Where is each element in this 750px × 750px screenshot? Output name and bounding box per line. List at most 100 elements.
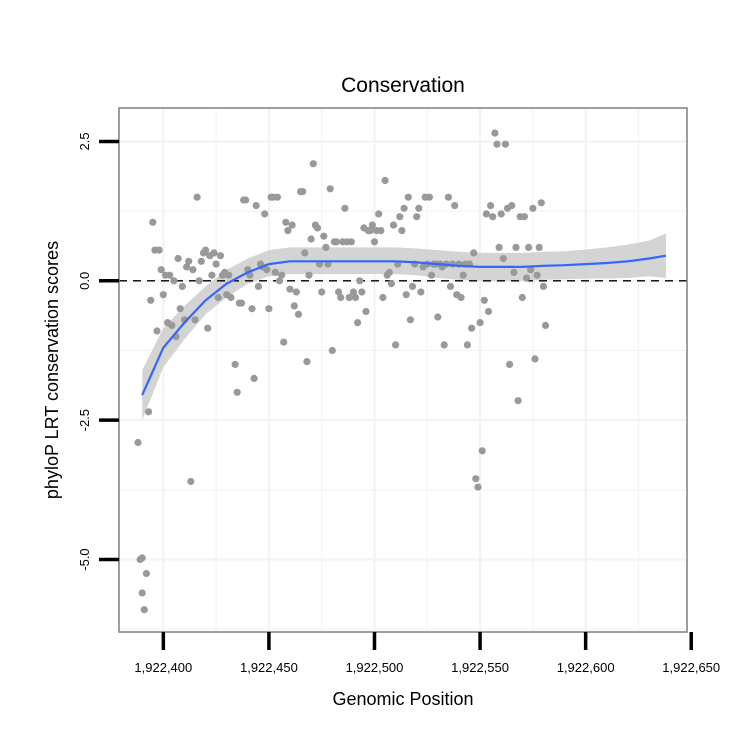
data-point bbox=[214, 293, 222, 302]
data-point bbox=[157, 266, 165, 274]
data-point bbox=[470, 249, 478, 257]
data-point bbox=[527, 266, 535, 274]
y-tick-label: -5.0 bbox=[77, 548, 92, 570]
data-point bbox=[282, 218, 290, 226]
data-point bbox=[183, 263, 191, 271]
data-point bbox=[444, 193, 452, 201]
data-point bbox=[178, 282, 186, 290]
x-tick-label: 1,922,550 bbox=[451, 660, 509, 675]
data-point bbox=[341, 204, 349, 212]
data-point bbox=[155, 246, 163, 254]
data-point bbox=[208, 271, 216, 279]
data-point bbox=[493, 140, 501, 148]
data-point bbox=[191, 316, 199, 324]
data-point bbox=[381, 176, 389, 185]
data-point bbox=[531, 355, 539, 363]
data-point bbox=[303, 358, 311, 366]
data-point bbox=[204, 324, 212, 332]
data-point bbox=[286, 285, 294, 293]
data-point bbox=[398, 227, 406, 235]
x-tick-label: 1,922,450 bbox=[240, 660, 298, 675]
data-point bbox=[457, 293, 465, 302]
data-point bbox=[349, 288, 357, 296]
data-point bbox=[508, 202, 516, 210]
data-point bbox=[387, 280, 395, 288]
data-point bbox=[305, 271, 313, 279]
data-point bbox=[385, 268, 393, 276]
data-point bbox=[292, 288, 300, 296]
data-point bbox=[335, 288, 343, 296]
data-point bbox=[514, 397, 522, 405]
plot-panel bbox=[118, 107, 688, 633]
data-point bbox=[345, 293, 353, 302]
data-point bbox=[168, 321, 176, 329]
data-point bbox=[185, 257, 193, 265]
data-point bbox=[142, 569, 150, 578]
data-point bbox=[468, 324, 476, 332]
y-axis: -5.0 -2.5 0.0 2.5 bbox=[77, 132, 119, 571]
data-point bbox=[153, 327, 161, 335]
data-point bbox=[202, 246, 210, 254]
x-tick-label: 1,922,400 bbox=[134, 660, 192, 675]
data-point bbox=[482, 210, 490, 218]
y-tick-label: 0.0 bbox=[77, 272, 92, 290]
data-point bbox=[261, 210, 269, 218]
data-point bbox=[463, 341, 471, 349]
data-point bbox=[140, 606, 148, 614]
data-point bbox=[197, 257, 205, 265]
data-point bbox=[252, 202, 260, 210]
y-tick-label: 2.5 bbox=[77, 132, 92, 150]
data-point bbox=[187, 477, 195, 486]
data-point bbox=[290, 302, 298, 310]
data-point bbox=[159, 291, 167, 299]
data-point bbox=[193, 193, 201, 201]
data-point bbox=[275, 277, 284, 285]
data-point bbox=[379, 293, 387, 302]
data-point bbox=[512, 243, 520, 251]
data-point bbox=[415, 204, 423, 212]
data-point bbox=[413, 213, 421, 221]
data-point bbox=[138, 589, 146, 597]
data-point bbox=[263, 266, 271, 274]
y-axis-title: phyloP LRT conservation scores bbox=[42, 241, 62, 499]
data-point bbox=[362, 307, 370, 316]
data-point bbox=[294, 310, 303, 318]
data-point bbox=[138, 554, 146, 562]
data-point bbox=[484, 307, 493, 316]
x-tick-label: 1,922,500 bbox=[346, 660, 404, 675]
data-point bbox=[400, 204, 408, 212]
data-point bbox=[472, 475, 480, 483]
data-point bbox=[404, 193, 412, 201]
data-point bbox=[491, 129, 499, 137]
data-point bbox=[166, 271, 174, 279]
data-point bbox=[231, 360, 239, 368]
data-point bbox=[347, 238, 355, 246]
data-point bbox=[309, 160, 317, 168]
data-point bbox=[368, 221, 376, 229]
data-point bbox=[510, 268, 518, 276]
data-point bbox=[210, 249, 218, 257]
data-point bbox=[425, 193, 433, 201]
data-point bbox=[497, 210, 505, 218]
data-point bbox=[227, 293, 235, 302]
data-point bbox=[322, 243, 330, 251]
data-point bbox=[356, 277, 364, 285]
data-point bbox=[250, 374, 258, 382]
data-point bbox=[533, 271, 541, 279]
data-point bbox=[271, 268, 279, 276]
data-point bbox=[427, 271, 436, 279]
data-point bbox=[541, 321, 550, 329]
data-point bbox=[535, 243, 543, 251]
data-point bbox=[370, 238, 379, 246]
data-point bbox=[307, 235, 315, 243]
data-point bbox=[301, 249, 309, 257]
data-point bbox=[225, 271, 233, 279]
smooth-trend-line bbox=[141, 254, 667, 396]
data-point bbox=[195, 277, 203, 285]
data-point bbox=[149, 218, 157, 226]
data-point bbox=[280, 338, 288, 346]
plot-background bbox=[119, 108, 687, 632]
data-point bbox=[440, 341, 448, 349]
data-point bbox=[299, 188, 307, 196]
